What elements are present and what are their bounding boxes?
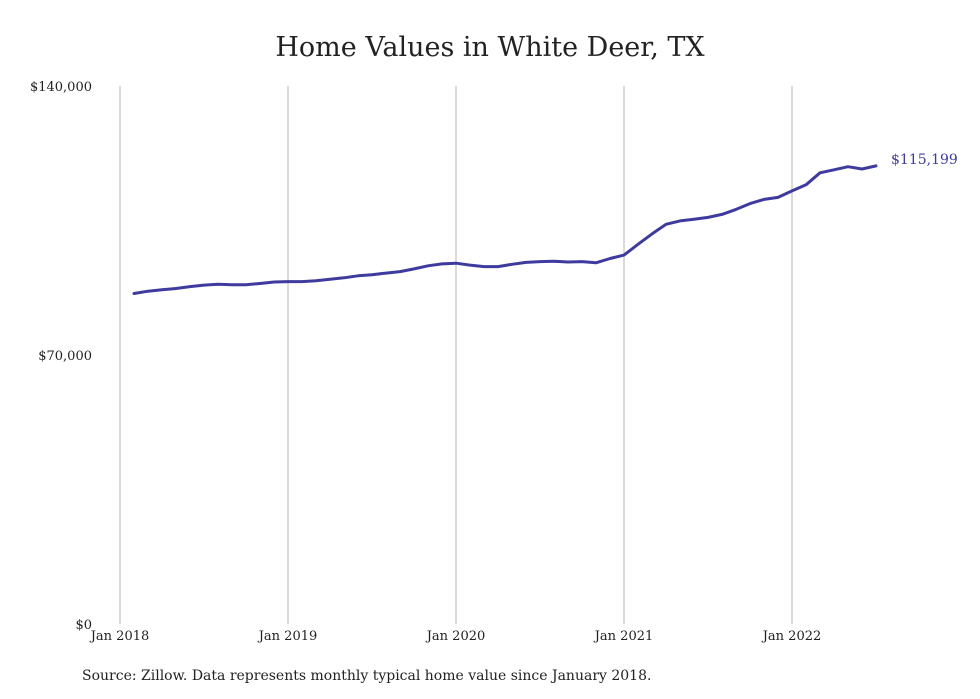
x-tick-label-4: Jan 2022	[761, 629, 822, 644]
chart-title: Home Values in White Deer, TX	[275, 32, 705, 63]
x-tick-label-2: Jan 2020	[425, 629, 486, 644]
end-value-label: $115,199	[891, 152, 958, 168]
source-note: Source: Zillow. Data represents monthly …	[82, 668, 652, 684]
x-tick-label-1: Jan 2019	[257, 629, 318, 644]
x-axis-ticks: Jan 2018 Jan 2019 Jan 2020 Jan 2021 Jan 2022	[89, 629, 822, 644]
series-line-home-values	[132, 164, 878, 295]
y-axis-ticks: $0 $70,000 $140,000	[30, 80, 92, 633]
y-tick-label-0: $0	[75, 618, 92, 633]
y-tick-label-1: $70,000	[38, 349, 92, 364]
x-tick-label-0: Jan 2018	[89, 629, 150, 644]
x-tick-label-3: Jan 2021	[593, 629, 654, 644]
y-tick-label-2: $140,000	[30, 80, 92, 95]
gridlines	[119, 86, 793, 624]
